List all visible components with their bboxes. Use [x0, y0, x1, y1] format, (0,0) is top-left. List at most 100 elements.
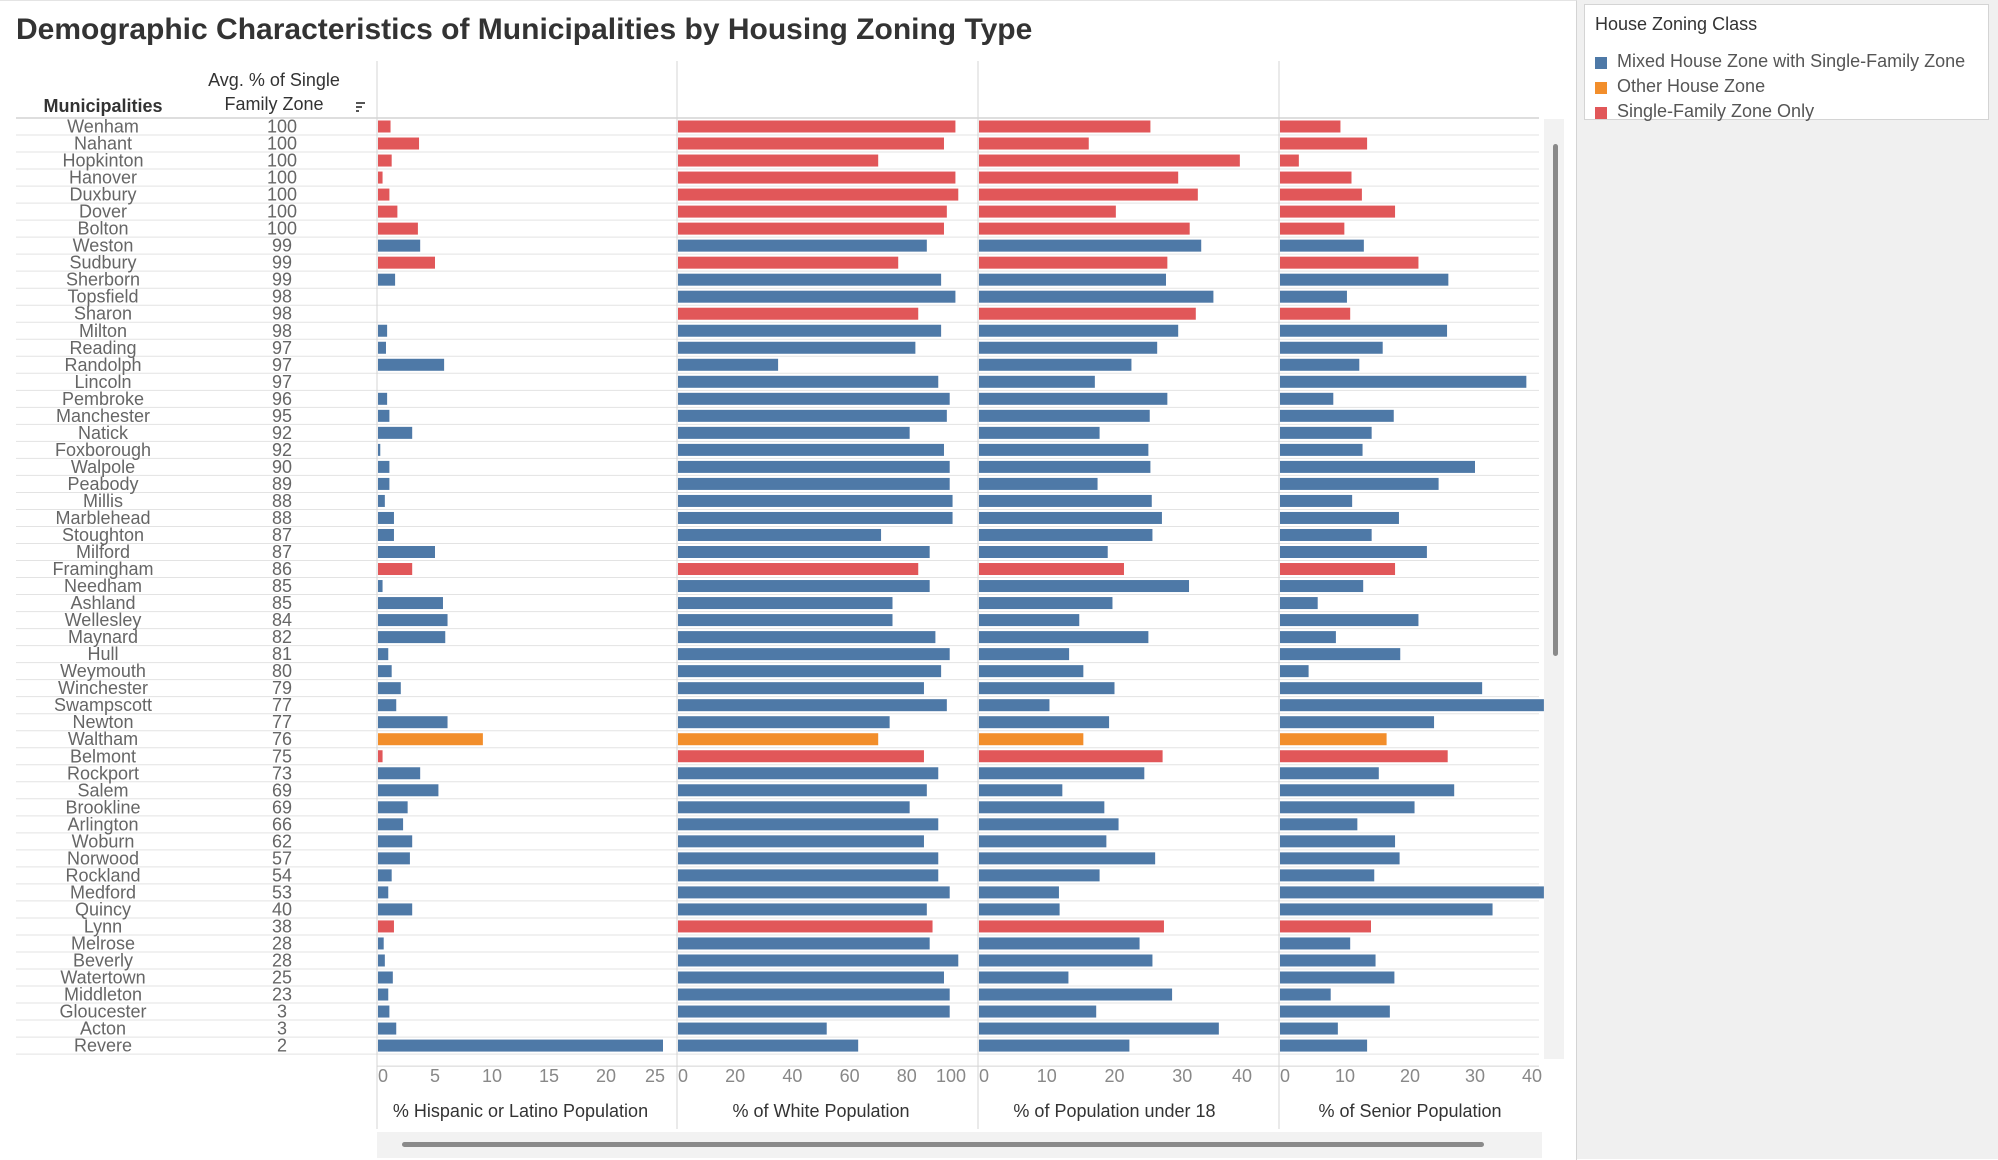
- bar-senior[interactable]: [1280, 750, 1448, 763]
- bar-senior[interactable]: [1280, 137, 1368, 150]
- bar-white[interactable]: [678, 477, 950, 490]
- bar-white[interactable]: [678, 903, 927, 916]
- bar-hispanic[interactable]: [378, 443, 381, 456]
- bar-white[interactable]: [678, 375, 939, 388]
- municipality-label[interactable]: Marblehead: [55, 508, 150, 528]
- bar-under18[interactable]: [979, 784, 1063, 797]
- bar-hispanic[interactable]: [378, 546, 435, 558]
- axis-title-white[interactable]: % of White Population: [732, 1101, 909, 1121]
- bar-white[interactable]: [678, 392, 950, 405]
- bar-under18[interactable]: [979, 120, 1151, 133]
- bar-white[interactable]: [678, 494, 953, 507]
- bar-under18[interactable]: [979, 750, 1163, 763]
- bar-senior[interactable]: [1280, 767, 1379, 780]
- bar-senior[interactable]: [1280, 818, 1358, 831]
- bar-hispanic[interactable]: [378, 835, 413, 848]
- bar-white[interactable]: [678, 954, 959, 967]
- bar-white[interactable]: [678, 699, 947, 712]
- municipality-label[interactable]: Middleton: [64, 985, 142, 1005]
- bar-white[interactable]: [678, 324, 942, 337]
- avg-single-family-header-line1[interactable]: Avg. % of Single: [208, 70, 340, 90]
- bar-senior[interactable]: [1280, 648, 1401, 661]
- bar-hispanic[interactable]: [378, 273, 396, 286]
- municipality-label[interactable]: Foxborough: [55, 440, 151, 460]
- bar-hispanic[interactable]: [378, 205, 398, 218]
- bar-under18[interactable]: [979, 665, 1084, 678]
- bar-under18[interactable]: [979, 903, 1060, 916]
- bar-hispanic[interactable]: [378, 699, 397, 712]
- bar-white[interactable]: [678, 120, 956, 133]
- bar-under18[interactable]: [979, 460, 1151, 473]
- bar-hispanic[interactable]: [378, 239, 421, 252]
- bar-hispanic[interactable]: [378, 716, 448, 729]
- bar-hispanic[interactable]: [378, 750, 383, 763]
- bar-senior[interactable]: [1280, 171, 1352, 184]
- bar-under18[interactable]: [979, 222, 1190, 235]
- bar-senior[interactable]: [1280, 699, 1544, 712]
- municipality-label[interactable]: Melrose: [71, 933, 135, 953]
- bar-white[interactable]: [678, 665, 942, 678]
- bar-hispanic[interactable]: [378, 256, 435, 269]
- bar-under18[interactable]: [979, 205, 1116, 218]
- municipality-label[interactable]: Walpole: [71, 457, 135, 477]
- bar-under18[interactable]: [979, 443, 1149, 456]
- bar-senior[interactable]: [1280, 154, 1299, 167]
- bar-white[interactable]: [678, 154, 879, 167]
- bar-senior[interactable]: [1280, 665, 1309, 678]
- axis-title-hispanic[interactable]: % Hispanic or Latino Population: [393, 1101, 648, 1121]
- municipality-label[interactable]: Waltham: [68, 729, 138, 749]
- bar-white[interactable]: [678, 784, 927, 797]
- bar-hispanic[interactable]: [378, 818, 404, 831]
- bar-under18[interactable]: [979, 716, 1110, 729]
- bar-white[interactable]: [678, 988, 950, 1001]
- bar-hispanic[interactable]: [378, 852, 410, 865]
- bar-senior[interactable]: [1280, 733, 1387, 746]
- bar-hispanic[interactable]: [378, 920, 394, 933]
- bar-hispanic[interactable]: [378, 358, 445, 371]
- bar-senior[interactable]: [1280, 631, 1336, 644]
- municipality-label[interactable]: Newton: [72, 712, 133, 732]
- bar-senior[interactable]: [1280, 597, 1318, 610]
- bar-under18[interactable]: [979, 988, 1173, 1001]
- bar-hispanic[interactable]: [378, 971, 393, 984]
- bar-white[interactable]: [678, 443, 944, 456]
- bar-hispanic[interactable]: [378, 324, 388, 337]
- municipality-label[interactable]: Natick: [78, 423, 129, 443]
- bar-under18[interactable]: [979, 835, 1107, 848]
- bar-hispanic[interactable]: [378, 767, 421, 780]
- bar-white[interactable]: [678, 171, 956, 184]
- bar-hispanic[interactable]: [378, 1005, 390, 1018]
- bar-senior[interactable]: [1280, 375, 1527, 388]
- bar-senior[interactable]: [1280, 188, 1362, 201]
- axis-title-senior[interactable]: % of Senior Population: [1318, 1101, 1501, 1121]
- bar-hispanic[interactable]: [378, 580, 383, 593]
- bar-senior[interactable]: [1280, 358, 1360, 371]
- bar-hispanic[interactable]: [378, 869, 392, 882]
- bar-under18[interactable]: [979, 324, 1179, 337]
- bar-white[interactable]: [678, 750, 924, 763]
- municipality-label[interactable]: Nahant: [74, 134, 132, 154]
- municipalities-header[interactable]: Municipalities: [43, 96, 162, 116]
- bar-under18[interactable]: [979, 971, 1069, 984]
- municipality-label[interactable]: Reading: [69, 338, 136, 358]
- municipality-label[interactable]: Topsfield: [67, 287, 138, 307]
- municipality-label[interactable]: Medford: [70, 882, 136, 902]
- bar-senior[interactable]: [1280, 971, 1395, 984]
- bar-hispanic[interactable]: [378, 392, 388, 405]
- municipality-label[interactable]: Watertown: [60, 968, 145, 988]
- bar-white[interactable]: [678, 307, 919, 320]
- bar-under18[interactable]: [979, 937, 1140, 950]
- bar-under18[interactable]: [979, 682, 1115, 695]
- bar-senior[interactable]: [1280, 443, 1363, 456]
- bar-hispanic[interactable]: [378, 733, 483, 746]
- bar-senior[interactable]: [1280, 528, 1372, 541]
- municipality-label[interactable]: Peabody: [67, 474, 138, 494]
- bar-under18[interactable]: [979, 358, 1132, 371]
- bar-under18[interactable]: [979, 886, 1059, 899]
- bar-under18[interactable]: [979, 954, 1153, 967]
- bar-hispanic[interactable]: [378, 341, 386, 354]
- bar-hispanic[interactable]: [378, 137, 420, 150]
- bar-white[interactable]: [678, 937, 930, 950]
- bar-under18[interactable]: [979, 426, 1100, 439]
- bar-hispanic[interactable]: [378, 477, 390, 490]
